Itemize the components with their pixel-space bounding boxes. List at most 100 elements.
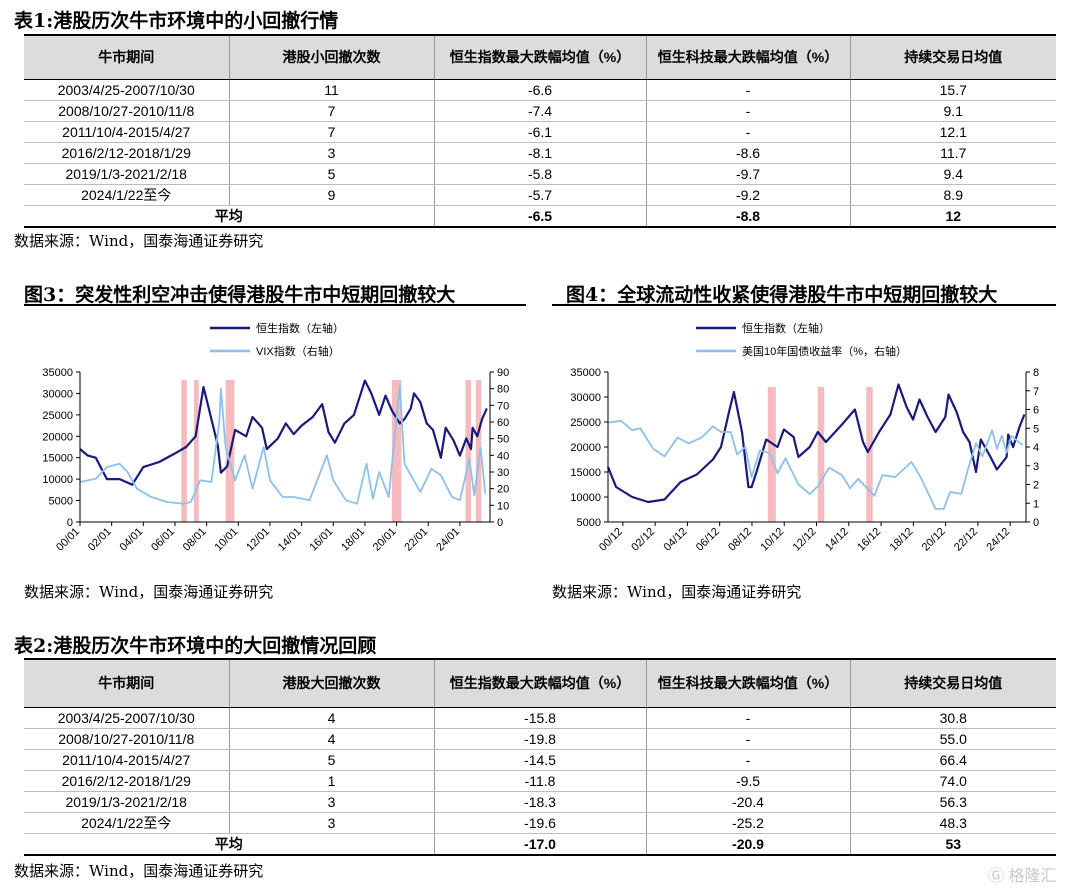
table-cell: 2003/4/25-2007/10/30 (24, 707, 230, 729)
legend-label: 恒生指数（左轴） (256, 321, 344, 335)
table-cell: 11 (229, 79, 435, 101)
x-tick-label: 14/12 (823, 526, 851, 554)
table-cell: 5 (229, 163, 435, 185)
table-cell: 3 (229, 791, 435, 813)
x-tick-label: 04/01 (117, 526, 145, 554)
y-tick-label-left: 5000 (577, 517, 601, 529)
table-cell: 66.4 (850, 749, 1056, 771)
y-tick-label-right: 40 (497, 450, 509, 462)
y-tick-label-left: 10000 (570, 492, 601, 504)
x-tick-label: 24/01 (434, 526, 462, 554)
y-tick-label-left: 35000 (570, 367, 601, 379)
table-header-cell: 恒生指数最大跌幅均值（%） (434, 35, 647, 80)
table-cell: -9.2 (646, 184, 851, 206)
table-cell: 3 (229, 812, 435, 834)
x-tick-label: 14/01 (276, 526, 304, 554)
shaded-period (866, 387, 873, 522)
table-cell: - (646, 100, 851, 122)
y-tick-label-right: 30 (497, 467, 509, 479)
table-cell: 2011/10/4-2015/4/27 (24, 749, 230, 771)
x-tick-label: 06/01 (149, 526, 177, 554)
y-tick-label-right: 6 (1033, 405, 1039, 417)
average-label: 平均 (24, 833, 435, 856)
table1: 牛市期间 港股小回撤次数 恒生指数最大跌幅均值（%） 恒生科技最大跌幅均值（%） 持续交… (24, 34, 1056, 228)
table-header-cell: 牛市期间 (24, 659, 230, 708)
x-tick-label: 16/12 (855, 526, 883, 554)
y-tick-label-right: 20 (497, 484, 509, 496)
table-row: 2024/1/22至今 9 -5.7 -9.2 8.9 (24, 184, 1056, 206)
series-line (79, 384, 487, 505)
shaded-period (465, 380, 472, 522)
y-tick-label-left: 25000 (42, 410, 73, 422)
table-cell: -11.8 (434, 770, 647, 792)
table-cell: 4 (229, 728, 435, 750)
table-cell: -5.7 (434, 184, 647, 206)
table-cell: -5.8 (434, 163, 647, 185)
table-cell: -9.7 (646, 163, 851, 185)
average-cell: -17.0 (434, 833, 647, 856)
table-row: 2016/2/12-2018/1/29 1 -11.8 -9.5 74.0 (24, 770, 1056, 792)
legend-label: 美国10年国债收益率（%，右轴） (742, 344, 907, 358)
y-tick-label-right: 10 (497, 500, 509, 512)
table-cell: 1 (229, 770, 435, 792)
shaded-period (181, 380, 187, 522)
y-tick-label-left: 30000 (42, 388, 73, 400)
table-header-cell: 持续交易日均值 (850, 659, 1056, 708)
average-cell: 12 (850, 205, 1056, 228)
y-tick-label-right: 50 (497, 434, 509, 446)
table-cell: -6.6 (434, 79, 647, 101)
table-cell: - (646, 121, 851, 143)
chart4-source: 数据来源：Wind，国泰海通证券研究 (552, 583, 802, 601)
y-tick-label-right: 4 (1033, 442, 1039, 454)
table-cell: - (646, 749, 851, 771)
table-row: 2008/10/27-2010/11/8 7 -7.4-9.1 (24, 100, 1056, 122)
table-cell: 2008/10/27-2010/11/8 (24, 728, 230, 750)
table-header-cell: 港股小回撤次数 (229, 35, 435, 80)
table-cell: -7.4 (434, 100, 647, 122)
table-cell: 7 (229, 100, 435, 122)
table1-source: 数据来源：Wind，国泰海通证券研究 (14, 232, 264, 250)
table-cell: -18.3 (434, 791, 647, 813)
x-tick-label: 10/01 (212, 526, 240, 554)
chart3-plot: 恒生指数（左轴） VIX指数（右轴） 0 5000 10000 15000 20000 250… (42, 321, 509, 554)
y-tick-label-right: 0 (1033, 517, 1039, 529)
average-cell: -20.9 (646, 833, 851, 856)
average-cell: -6.5 (434, 205, 647, 228)
table-average-row: 平均 -6.5 -8.8 12 (24, 205, 1056, 228)
chart3-source: 数据来源：Wind，国泰海通证券研究 (24, 583, 274, 601)
table-cell: 9.4 (850, 163, 1056, 185)
x-tick-label: 02/01 (86, 526, 114, 554)
table-header-cell: 牛市期间 (24, 35, 230, 80)
table-row: 2016/2/12-2018/1/29 3 -8.1 -8.6 11.7 (24, 142, 1056, 164)
x-tick-label: 10/12 (758, 526, 786, 554)
table-cell: -19.6 (434, 812, 647, 834)
x-tick-label: 24/12 (984, 526, 1012, 554)
y-tick-label-right: 1 (1033, 498, 1039, 510)
table-cell: 5 (229, 749, 435, 771)
table-row: 2024/1/22至今 3 -19.6 -25.2 48.3 (24, 812, 1056, 834)
y-tick-label-left: 10000 (42, 474, 73, 486)
table-header-cell: 持续交易日均值 (850, 35, 1056, 80)
table-cell: 55.0 (850, 728, 1056, 750)
x-tick-label: 00/12 (597, 526, 625, 554)
x-tick-label: 18/12 (888, 526, 916, 554)
table-cell: -14.5 (434, 749, 647, 771)
table-row: 2011/10/4-2015/4/27 7 -6.1-12.1 (24, 121, 1056, 143)
table-row: 2008/10/27-2010/11/8 4 -19.8-55.0 (24, 728, 1056, 750)
shaded-period (391, 380, 402, 522)
table-row: 2011/10/4-2015/4/27 5 -14.5-66.4 (24, 749, 1056, 771)
table-cell: -6.1 (434, 121, 647, 143)
table-cell: - (646, 728, 851, 750)
table-header-cell: 港股大回撤次数 (229, 659, 435, 708)
table-cell: 15.7 (850, 79, 1056, 101)
table-row: 2003/4/25-2007/10/30 11 -6.6-15.7 (24, 79, 1056, 101)
chart4-title-rule (552, 304, 1056, 306)
table-cell: 2008/10/27-2010/11/8 (24, 100, 230, 122)
table-cell: 9.1 (850, 100, 1056, 122)
y-tick-label-right: 0 (497, 517, 503, 529)
table-cell: 2011/10/4-2015/4/27 (24, 121, 230, 143)
table-cell: 9 (229, 184, 435, 206)
table-cell: -9.5 (646, 770, 851, 792)
y-tick-label-right: 60 (497, 417, 509, 429)
watermark-text: 格隆汇 (1008, 868, 1057, 885)
